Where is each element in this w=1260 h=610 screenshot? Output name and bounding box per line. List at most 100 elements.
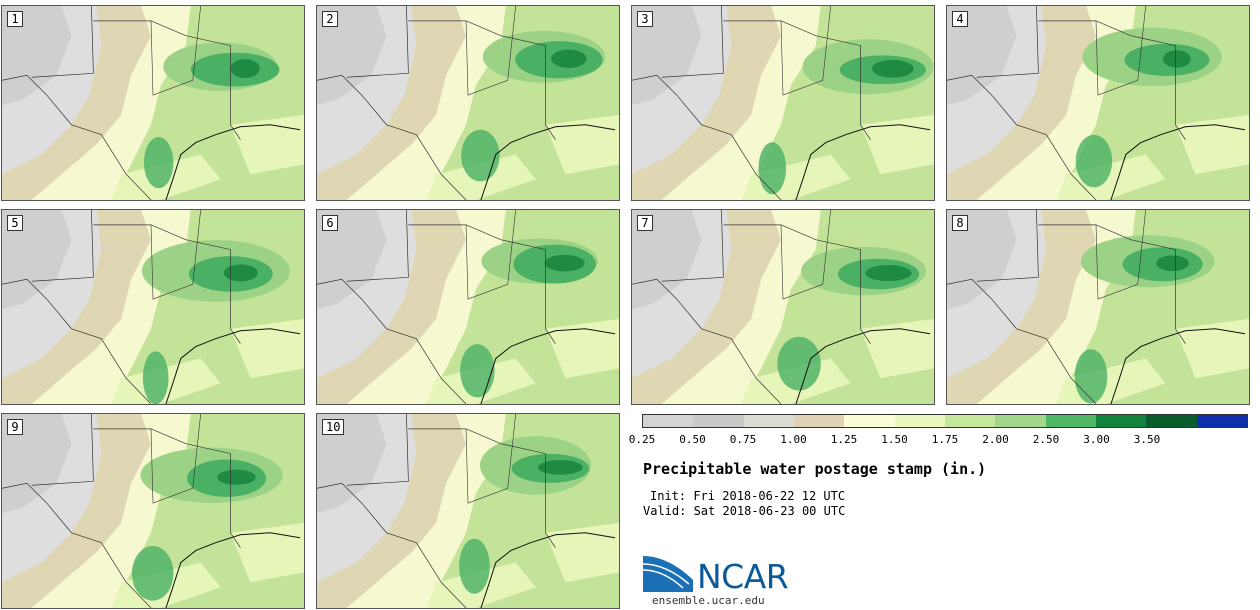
colorbar-tick-label: 1.75 (931, 433, 959, 446)
precip-map (947, 210, 1249, 404)
coastline (165, 124, 301, 200)
dry-region (632, 210, 702, 309)
coastline (1110, 328, 1246, 404)
stamp-panel: 6 (316, 209, 620, 405)
dry-region (2, 210, 72, 309)
moist-region (230, 318, 304, 379)
heavy-precip-area (230, 59, 260, 78)
moderate-region (947, 6, 1097, 200)
border-line (317, 74, 467, 200)
coastline (165, 532, 301, 608)
border-line (150, 414, 201, 504)
colorbar-segment (844, 415, 895, 427)
coastline (795, 328, 931, 404)
coastline (480, 532, 616, 608)
colorbar-segment (693, 415, 744, 427)
coastal-precip-area (142, 351, 169, 404)
border-line (346, 6, 409, 78)
heavy-precip-area (871, 59, 914, 78)
moderate-region (632, 6, 782, 200)
moist-region (230, 114, 304, 175)
dry-region (2, 6, 72, 105)
border-line (408, 224, 556, 344)
border-line (346, 210, 409, 282)
colorbar-tick-label: 0.25 (628, 433, 656, 446)
moist-region (545, 114, 619, 175)
moderate-region (317, 414, 467, 608)
precip-map (632, 210, 934, 404)
moderate-region (2, 414, 152, 608)
dry-region (317, 210, 387, 309)
precip-map (317, 210, 619, 404)
colorbar-tick-label: 1.00 (780, 433, 807, 446)
colorbar-segment (743, 415, 794, 427)
border-line (317, 278, 467, 404)
border-line (1038, 224, 1186, 344)
moist-region (1056, 154, 1166, 200)
moderate-region (317, 210, 467, 404)
border-line (632, 278, 782, 404)
heavy-precip-area (537, 460, 583, 475)
moist-region (346, 414, 506, 608)
dry-region (317, 6, 387, 105)
moderate-region (632, 210, 782, 404)
border-line (408, 20, 556, 140)
border-line (1095, 6, 1146, 96)
stamp-panel: 10 (316, 413, 620, 609)
border-line (150, 6, 201, 96)
dry-region (632, 6, 702, 105)
border-line (93, 224, 241, 344)
border-line (465, 6, 516, 96)
border-line (661, 210, 724, 282)
border-line (346, 414, 409, 486)
stamp-panel: 5 (1, 209, 305, 405)
border-line (2, 482, 152, 608)
coastal-precip-area (1074, 349, 1108, 404)
moderate-region (947, 210, 1097, 404)
border-line (408, 428, 556, 548)
stamp-panel: 8 (946, 209, 1250, 405)
colorbar-tick-label: 2.00 (982, 433, 1009, 446)
border-line (1095, 210, 1146, 300)
ncar-swoosh-icon (643, 556, 693, 592)
precip-map (317, 6, 619, 200)
dry-region (2, 414, 72, 513)
border-line (632, 74, 782, 200)
stamp-panel: 9 (1, 413, 305, 609)
border-line (976, 210, 1039, 282)
moist-region (230, 522, 304, 583)
border-line (465, 210, 516, 300)
coastal-precip-area (131, 545, 174, 601)
coastline (1110, 124, 1246, 200)
precip-map (2, 210, 304, 404)
border-line (31, 414, 94, 486)
member-label: 4 (952, 11, 968, 27)
colorbar-tick-label: 0.75 (729, 433, 757, 446)
coastal-precip-area (461, 129, 500, 182)
moist-region (860, 114, 934, 175)
heavy-precip-area (544, 254, 585, 272)
moist-region (545, 522, 619, 583)
colorbar-tick-label: 1.50 (881, 433, 908, 446)
moderate-region (317, 6, 467, 200)
colorbar-tick-label: 2.50 (1032, 433, 1060, 446)
site-url[interactable]: ensemble.ucar.edu (652, 594, 765, 607)
stamp-panel: 3 (631, 5, 935, 201)
logo-wordmark: NCAR (697, 557, 789, 596)
colorbar-segment (1095, 415, 1147, 427)
moist-region (661, 6, 821, 200)
border-line (2, 74, 152, 200)
coastline (480, 328, 616, 404)
heavy-precip-area (1156, 255, 1189, 272)
member-label: 7 (637, 215, 653, 231)
coastal-precip-area (1075, 134, 1113, 188)
moist-region (346, 6, 506, 200)
moist-region (31, 6, 191, 200)
stamp-panel: 2 (316, 5, 620, 201)
border-line (2, 278, 152, 404)
border-line (93, 428, 241, 548)
heavy-precip-area (1162, 50, 1191, 68)
coastline (165, 328, 301, 404)
border-line (976, 6, 1039, 78)
member-label: 1 (7, 11, 23, 27)
